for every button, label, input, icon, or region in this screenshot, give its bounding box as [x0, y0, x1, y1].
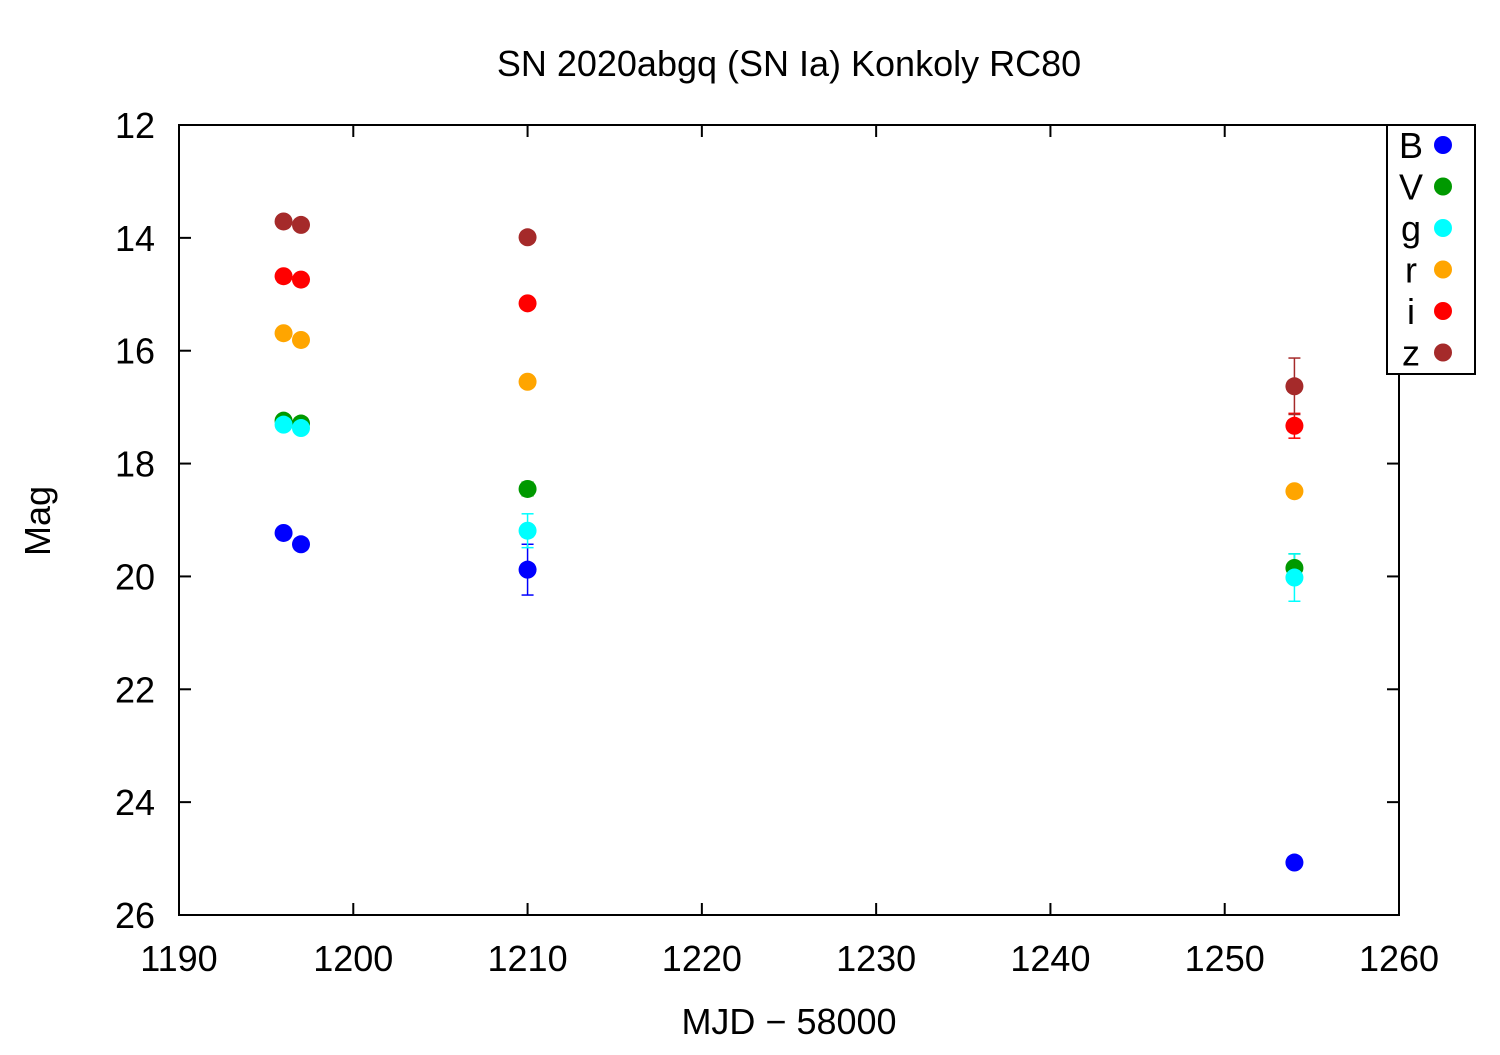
y-tick-label: 22: [115, 669, 155, 710]
legend-marker-r: [1434, 260, 1452, 279]
data-point-z: [274, 212, 293, 231]
x-tick-label: 1220: [662, 938, 742, 979]
y-tick-label: 24: [115, 782, 155, 823]
data-point-z: [292, 215, 310, 234]
data-point-B: [1285, 853, 1304, 872]
y-tick-label: 14: [115, 218, 155, 259]
data-point-z: [518, 228, 537, 247]
y-tick-label: 16: [115, 331, 155, 372]
x-tick-label: 1250: [1185, 938, 1265, 979]
data-point-g: [274, 415, 293, 434]
legend-label-i: i: [1407, 291, 1415, 332]
x-tick-label: 1230: [836, 938, 916, 979]
legend-label-B: B: [1399, 125, 1423, 166]
x-tick-label: 1210: [488, 938, 568, 979]
legend-marker-B: [1434, 136, 1452, 154]
data-point-i: [274, 267, 293, 286]
axis-ticks: 1190 1200 1210 1220 1230 1240 1250 1260 12 14 16 18…: [115, 105, 1439, 979]
data-point-g: [1285, 568, 1304, 587]
data-point-g: [518, 521, 537, 540]
x-tick-label: 1240: [1010, 938, 1090, 979]
data-points: [274, 212, 1304, 872]
legend-label-V: V: [1399, 167, 1423, 208]
data-point-V: [518, 479, 537, 498]
data-point-r: [292, 330, 310, 349]
legend-label-r: r: [1405, 250, 1417, 291]
x-tick-label: 1190: [140, 938, 217, 979]
x-tick-label: 1200: [313, 938, 393, 979]
data-point-r: [518, 372, 537, 391]
y-axis-label: Mag: [17, 486, 58, 556]
y-tick-label: 20: [115, 556, 155, 597]
data-point-B: [274, 523, 293, 542]
legend-marker-z: [1434, 343, 1452, 362]
data-point-i: [1285, 416, 1304, 435]
plot-area-frame: [178, 124, 1400, 916]
data-point-i: [292, 270, 310, 289]
chart-title: SN 2020abgq (SN Ia) Konkoly RC80: [497, 43, 1081, 84]
legend-label-z: z: [1402, 333, 1420, 374]
data-point-z: [1285, 377, 1304, 396]
y-tick-label: 26: [115, 895, 155, 936]
x-tick-label: 1260: [1359, 938, 1439, 979]
legend-box: [1386, 124, 1476, 375]
legend-marker-g: [1434, 219, 1452, 237]
data-point-r: [1285, 482, 1304, 501]
legend-marker-i: [1434, 302, 1452, 320]
data-point-B: [518, 560, 537, 579]
data-point-i: [518, 294, 537, 313]
data-point-g: [292, 419, 310, 438]
data-point-r: [274, 324, 293, 343]
y-tick-label: 12: [115, 105, 155, 146]
x-axis-label: MJD − 58000: [681, 1001, 896, 1042]
legend-marker-V: [1434, 177, 1452, 196]
y-tick-label: 18: [115, 444, 155, 485]
data-point-B: [292, 535, 310, 554]
legend-label-g: g: [1401, 208, 1421, 249]
